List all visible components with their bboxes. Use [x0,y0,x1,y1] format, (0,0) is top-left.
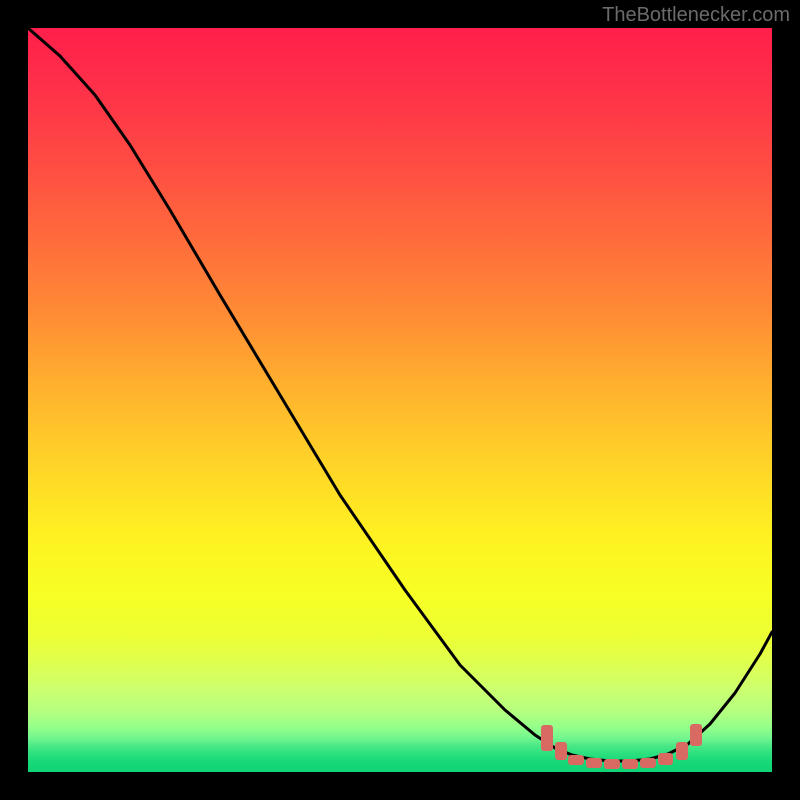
marker-pill [640,758,656,768]
marker-pill [541,725,553,751]
chart-stage: TheBottlenecker.com [0,0,800,800]
marker-pill [568,755,584,765]
marker-pill [658,753,673,765]
chart-svg [0,0,800,800]
marker-pill [604,759,620,769]
marker-pill [555,742,567,760]
gradient-panel [28,28,772,772]
marker-pill [586,758,602,768]
marker-pill [622,759,638,769]
marker-pill [676,742,688,760]
marker-pill [690,724,702,746]
